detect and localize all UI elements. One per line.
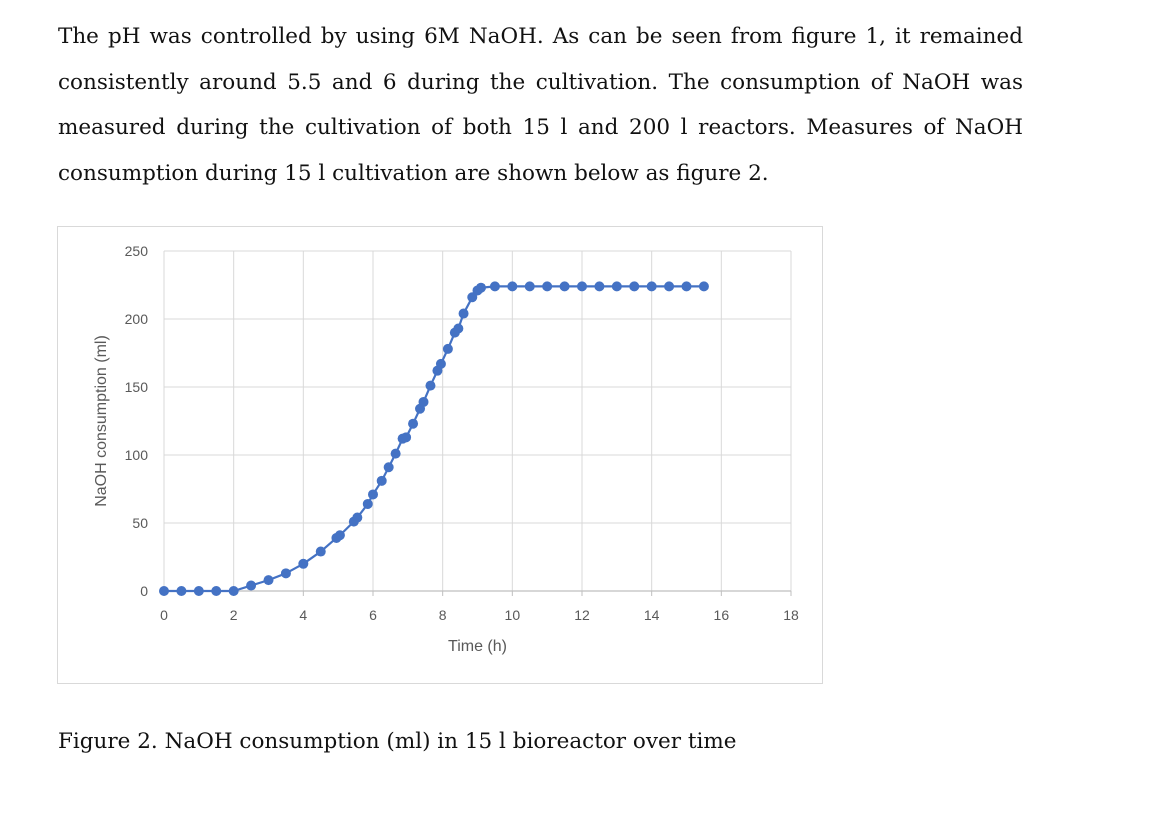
data-point: [681, 281, 692, 292]
data-point: [211, 586, 222, 596]
data-point: [298, 558, 309, 569]
data-point: [376, 475, 387, 486]
data-point: [334, 530, 345, 541]
data-series: [159, 281, 709, 596]
data-point: [453, 323, 464, 334]
data-point: [390, 448, 401, 459]
data-point: [401, 432, 412, 443]
data-point: [435, 358, 446, 369]
series-line: [164, 285, 704, 593]
data-point: [263, 575, 274, 586]
data-point: [467, 292, 478, 303]
data-point: [611, 281, 622, 292]
data-point: [193, 586, 204, 596]
paragraph-line: measured during the cultivation of both …: [58, 115, 1023, 140]
y-tick-label: 50: [132, 515, 148, 531]
data-point: [559, 281, 570, 292]
data-point: [475, 282, 486, 293]
data-point: [383, 462, 394, 473]
x-tick-label: 6: [369, 607, 377, 623]
data-point: [577, 281, 587, 292]
data-point: [159, 586, 169, 596]
y-tick-label: 200: [125, 311, 149, 327]
paragraph-line: consistently around 5.5 and 6 during the…: [58, 69, 1023, 95]
paragraph-line: consumption during 15 l cultivation are …: [58, 160, 769, 186]
chart-frame: 0 50 100 150 200 250 0 2 4 6 8 10 12 14 16 18 Time (h) …: [57, 226, 823, 684]
data-point: [315, 546, 326, 557]
data-point: [458, 308, 469, 319]
data-point: [646, 281, 657, 292]
figure-caption: Figure 2. NaOH consumption (ml) in 15 l …: [58, 729, 737, 754]
y-axis-title: NaOH consumption (ml): [93, 335, 110, 507]
data-point: [507, 281, 518, 292]
y-tick-label: 250: [125, 243, 149, 259]
y-tick-label: 100: [125, 447, 149, 463]
data-point: [408, 418, 419, 429]
data-point: [489, 281, 500, 292]
data-point: [664, 281, 675, 292]
data-point: [425, 380, 436, 391]
data-point: [176, 586, 187, 596]
data-point: [362, 498, 373, 509]
data-point: [542, 281, 553, 292]
data-point: [442, 343, 453, 354]
data-point: [368, 489, 378, 500]
data-point: [418, 396, 429, 407]
data-point: [352, 512, 363, 523]
x-tick-label: 12: [574, 607, 590, 623]
x-tick-label: 14: [644, 607, 660, 623]
x-tick-label: 8: [439, 607, 447, 623]
grid-lines: [163, 250, 792, 591]
data-point: [594, 281, 605, 292]
x-tick-label: 4: [299, 607, 307, 623]
y-tick-label: 0: [140, 583, 148, 599]
y-tick-label: 150: [125, 379, 149, 395]
x-tick-label: 16: [714, 607, 730, 623]
data-point: [698, 281, 709, 292]
data-point: [524, 281, 535, 292]
data-point: [246, 580, 257, 591]
data-point: [228, 586, 239, 596]
x-tick-label: 18: [783, 607, 799, 623]
x-axis-title: Time (h): [448, 638, 507, 655]
data-point: [629, 281, 640, 292]
data-point: [280, 568, 291, 579]
tick-labels: 0 50 100 150 200 250 0 2 4 6 8 10 12 14 16 18: [125, 243, 799, 623]
paragraph-line: The pH was controlled by using 6M NaOH. …: [58, 24, 1023, 49]
x-tick-label: 10: [505, 607, 521, 623]
body-paragraph: The pH was controlled by using 6M NaOH. …: [58, 14, 1023, 196]
x-tick-label: 0: [160, 607, 168, 623]
x-tick-label: 2: [230, 607, 238, 623]
axes: [163, 590, 792, 596]
